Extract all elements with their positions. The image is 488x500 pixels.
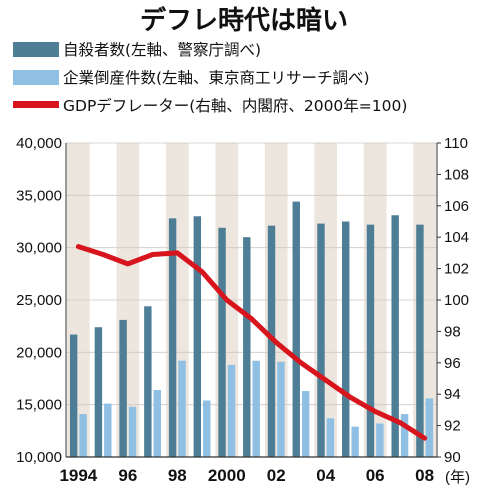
legend: 自殺者数(左軸、警察庁調べ) 企業倒産件数(左軸、東京商工リサーチ調べ) GDP… (13, 41, 407, 115)
legend-swatch-suicides (13, 42, 59, 57)
legend-label-suicides: 自殺者数(左軸、警察庁調べ) (63, 41, 261, 59)
y-right-tick-label: 110 (444, 135, 468, 152)
legend-label-gdp-deflator: GDPデフレーター(右軸、内閣府、2000年=100) (63, 96, 407, 115)
y-left-tick-label: 20,000 (16, 344, 62, 361)
y-right-tick-label: 100 (444, 292, 469, 309)
y-right-tick-label: 96 (444, 355, 461, 372)
legend-swatch-bankruptcies (13, 70, 59, 85)
bar-suicides (69, 334, 78, 457)
y-left-tick-label: 25,000 (16, 292, 62, 309)
y-left-tick-label: 30,000 (16, 240, 62, 257)
bar-suicides (366, 224, 375, 457)
bar-bankruptcies (351, 426, 359, 457)
bar-suicides (416, 224, 424, 457)
chart-title: デフレ時代は暗い (140, 5, 348, 36)
bar-bankruptcies (227, 364, 236, 457)
x-tick-label: 08 (415, 466, 434, 485)
y-right-tick-label: 108 (444, 166, 469, 183)
bar-bankruptcies (301, 391, 310, 457)
y-left-tick-label: 35,000 (16, 187, 62, 204)
y-left-tick-label: 10,000 (16, 449, 62, 466)
y-right-tick-label: 94 (444, 386, 461, 403)
bar-bankruptcies (400, 414, 409, 457)
bar-suicides (342, 221, 350, 457)
bar-bankruptcies (178, 360, 186, 457)
bar-bankruptcies (425, 398, 434, 457)
y-right-tick-label: 90 (444, 449, 461, 466)
bar-suicides (317, 223, 325, 457)
bar-bankruptcies (326, 418, 335, 457)
x-tick-label: 2000 (208, 466, 246, 485)
y-right-tick-label: 98 (444, 323, 461, 340)
bar-suicides (292, 201, 300, 457)
bar-bankruptcies (153, 390, 161, 457)
x-tick-label: 98 (168, 466, 187, 485)
bar-suicides (391, 215, 399, 457)
bar-bankruptcies (203, 400, 211, 457)
y-right-tick-label: 104 (444, 229, 469, 246)
bar-bankruptcies (104, 403, 112, 457)
bar-suicides (94, 327, 103, 457)
y-left-tick-label: 15,000 (16, 397, 62, 414)
bar-suicides (193, 216, 202, 457)
x-tick-label: 06 (366, 466, 385, 485)
bar-bankruptcies (79, 414, 87, 457)
y-right-tick-label: 106 (444, 198, 469, 215)
y-right-tick-label: 102 (444, 261, 469, 278)
bar-bankruptcies (376, 423, 384, 457)
bar-suicides (119, 319, 127, 457)
plot-area: 10,000 15,000 20,000 25,000 30,000 35,000 40,0… (16, 135, 470, 486)
bar-suicides (168, 218, 177, 457)
legend-label-bankruptcies: 企業倒産件数(左軸、東京商工リサーチ調べ) (63, 69, 370, 87)
bar-bankruptcies (252, 360, 260, 457)
x-tick-label: 02 (267, 466, 286, 485)
legend-swatch-gdp-deflator (13, 101, 59, 108)
line-gdp-deflator (75, 244, 428, 441)
bar-bankruptcies (128, 406, 137, 457)
y-left-tick-label: 40,000 (16, 135, 62, 152)
bar-suicides (218, 227, 226, 457)
bar-suicides (144, 306, 152, 457)
y-right-tick-label: 92 (444, 418, 461, 435)
bar-bankruptcies (277, 361, 285, 457)
x-tick-label: 96 (118, 466, 137, 485)
bar-suicides (243, 237, 251, 457)
x-tick-label: 1994 (59, 466, 97, 485)
x-tick-label: 04 (316, 466, 335, 485)
x-unit-label: (年) (445, 469, 470, 486)
